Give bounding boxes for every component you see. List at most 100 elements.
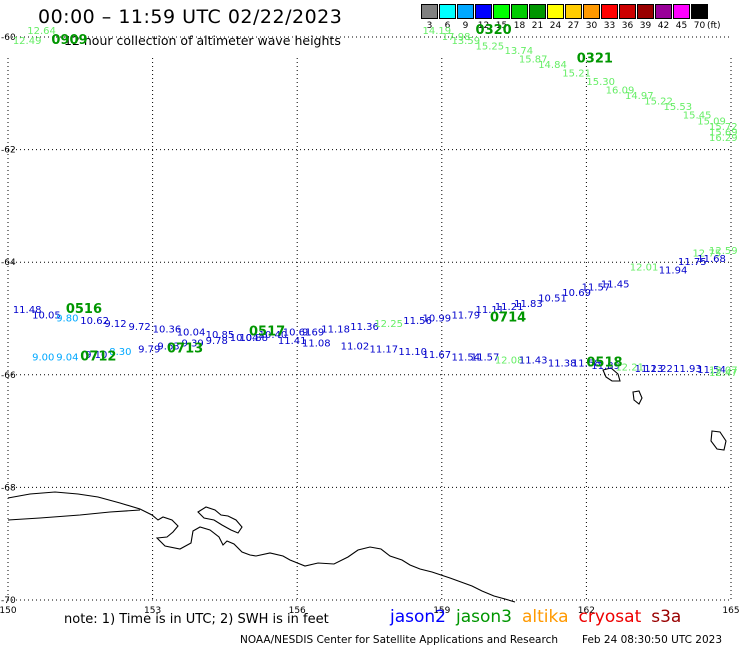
track-time-label: 0909 bbox=[51, 33, 87, 48]
longitude-tick-label: 162 bbox=[578, 606, 595, 616]
wave-height-value: 10.04 bbox=[177, 327, 206, 338]
wave-height-value: 11.23 bbox=[635, 364, 664, 375]
latitude-tick-label: -62 bbox=[1, 146, 16, 156]
satellite-legend: jason2 jason3 altika cryosat s3a bbox=[390, 607, 691, 627]
longitude-tick-label: 156 bbox=[289, 606, 306, 616]
legend-swatch bbox=[439, 4, 456, 19]
legend-swatch bbox=[529, 4, 546, 19]
legend-swatch bbox=[565, 4, 582, 19]
wave-height-value: 9.00 bbox=[32, 353, 54, 364]
track-time-label: 0714 bbox=[490, 310, 526, 325]
latitude-tick-label: -66 bbox=[1, 371, 16, 381]
legend-bin-label: 36 bbox=[621, 21, 634, 31]
wave-height-value: 11.48 bbox=[13, 305, 42, 316]
wave-height-value: 11.57 bbox=[471, 353, 500, 364]
wave-height-value: 9.79 bbox=[138, 344, 160, 355]
wave-height-value: 9.78 bbox=[206, 336, 228, 347]
track-time-labels: 0909 0320 0321 0516 0517 0714 0712 0713 0518 bbox=[51, 23, 622, 370]
wave-height-value: 11.17 bbox=[370, 344, 399, 355]
map-grid bbox=[7, 36, 732, 601]
track-time-label: 0320 bbox=[476, 23, 512, 38]
wave-height-value: 11.36 bbox=[350, 322, 379, 333]
coastline-spit bbox=[7, 509, 141, 521]
wave-height-value: 9.80 bbox=[56, 313, 78, 324]
wave-height-value: 11.38 bbox=[548, 358, 577, 369]
legend-swatch bbox=[583, 4, 600, 19]
track-time-label: 0712 bbox=[80, 350, 116, 365]
legend-swatch bbox=[475, 4, 492, 19]
wave-height-value: 11.08 bbox=[302, 339, 331, 350]
wave-height-value: 12.64 bbox=[27, 26, 56, 37]
legend-bin-label: 18 bbox=[513, 21, 526, 31]
legend-bin-label: 15 bbox=[495, 21, 508, 31]
legend-swatch bbox=[619, 4, 636, 19]
wave-height-value: 12.59 bbox=[709, 246, 738, 257]
wave-height-value: 15.45 bbox=[683, 111, 712, 122]
coastline bbox=[7, 367, 727, 603]
legend-swatch bbox=[637, 4, 654, 19]
antarctic-coastline bbox=[7, 491, 516, 603]
map-title: 00:00 – 11:59 UTC 02/22/2023 bbox=[38, 6, 343, 28]
wave-height-value: 15.30 bbox=[586, 77, 615, 88]
wave-height-value: 17.98 bbox=[442, 32, 471, 43]
track-time-label: 0518 bbox=[586, 355, 622, 370]
wave-height-value: 11.58 bbox=[572, 358, 601, 369]
wave-height-value: 11.22 bbox=[644, 364, 673, 375]
wave-height-value: 15.21 bbox=[562, 68, 591, 79]
longitude-tick-label: 159 bbox=[433, 606, 450, 616]
wave-height-value: 14.97 bbox=[625, 91, 654, 102]
wave-height-value: 12.47 bbox=[709, 368, 738, 379]
wave-height-value: 11.10 bbox=[398, 347, 427, 358]
latitude-tick-label: -60 bbox=[1, 33, 16, 43]
wave-height-value: 11.02 bbox=[341, 341, 370, 352]
balleny-island-1 bbox=[602, 367, 621, 382]
wave-height-value: 14.19 bbox=[423, 26, 452, 37]
wave-height-value: 11.54 bbox=[697, 365, 726, 376]
wave-height-value: 10.69 bbox=[562, 288, 591, 299]
legend-bin-label: 42 bbox=[657, 21, 670, 31]
track-time-label: 0517 bbox=[249, 324, 285, 339]
wave-height-value: 15.22 bbox=[644, 97, 673, 108]
balleny-island-2 bbox=[632, 390, 643, 405]
wave-height-value: 9.72 bbox=[129, 322, 151, 333]
wave-height-value: 11.11 bbox=[476, 305, 505, 316]
wave-height-value: 11.67 bbox=[423, 350, 452, 361]
wave-height-value: 12.21 bbox=[615, 362, 644, 373]
wave-height-value: 11.54 bbox=[451, 353, 480, 364]
wave-height-value: 11.93 bbox=[673, 364, 702, 375]
longitude-tick-label: 165 bbox=[722, 606, 739, 616]
wave-height-value: 10.36 bbox=[153, 325, 182, 336]
legend-swatch bbox=[511, 4, 528, 19]
map-subtitle: 12 hour collection of altimeter wave hei… bbox=[64, 33, 341, 48]
legend-bin-label: 45 bbox=[675, 21, 688, 31]
legend-bin-label: 70 bbox=[693, 21, 706, 31]
satellite-name: cryosat bbox=[578, 607, 642, 627]
legend-swatch bbox=[493, 4, 510, 19]
wave-height-value: 11.75 bbox=[678, 257, 707, 268]
legend-swatch bbox=[421, 4, 438, 19]
axis-tick-labels: 150 153 156 159 162 165 -60 -62 -64 -66 -68 -70 bbox=[0, 33, 740, 616]
legend-swatch bbox=[691, 4, 708, 19]
footnote: note: 1) Time is in UTC; 2) SWH is in fe… bbox=[64, 612, 329, 627]
wave-height-value: 11.89 bbox=[591, 361, 620, 372]
wave-height-value: 11.83 bbox=[514, 299, 543, 310]
legend-bin-label: 33 bbox=[603, 21, 616, 31]
wave-height-value: 11.56 bbox=[403, 316, 432, 327]
satellite-name: jason2 bbox=[390, 607, 446, 627]
wave-height-value: 12.75 bbox=[692, 249, 721, 260]
wave-height-value: 12.01 bbox=[630, 263, 659, 274]
wave-height-value: 16.29 bbox=[709, 133, 738, 144]
legend-swatch bbox=[673, 4, 690, 19]
wave-height-value: 10.04 bbox=[230, 333, 259, 344]
wave-height-value: 11.41 bbox=[278, 336, 307, 347]
wave-height-value: 11.18 bbox=[321, 325, 350, 336]
wave-height-value: 11.57 bbox=[582, 282, 611, 293]
wave-height-value: 10.99 bbox=[423, 313, 452, 324]
wave-height-value: 12.49 bbox=[13, 36, 42, 47]
wave-height-value: 11.45 bbox=[601, 280, 630, 291]
wave-height-value: 14.84 bbox=[538, 60, 567, 71]
wave-height-value: 12.25 bbox=[374, 319, 403, 330]
legend-bin-label: 6 bbox=[444, 21, 451, 31]
